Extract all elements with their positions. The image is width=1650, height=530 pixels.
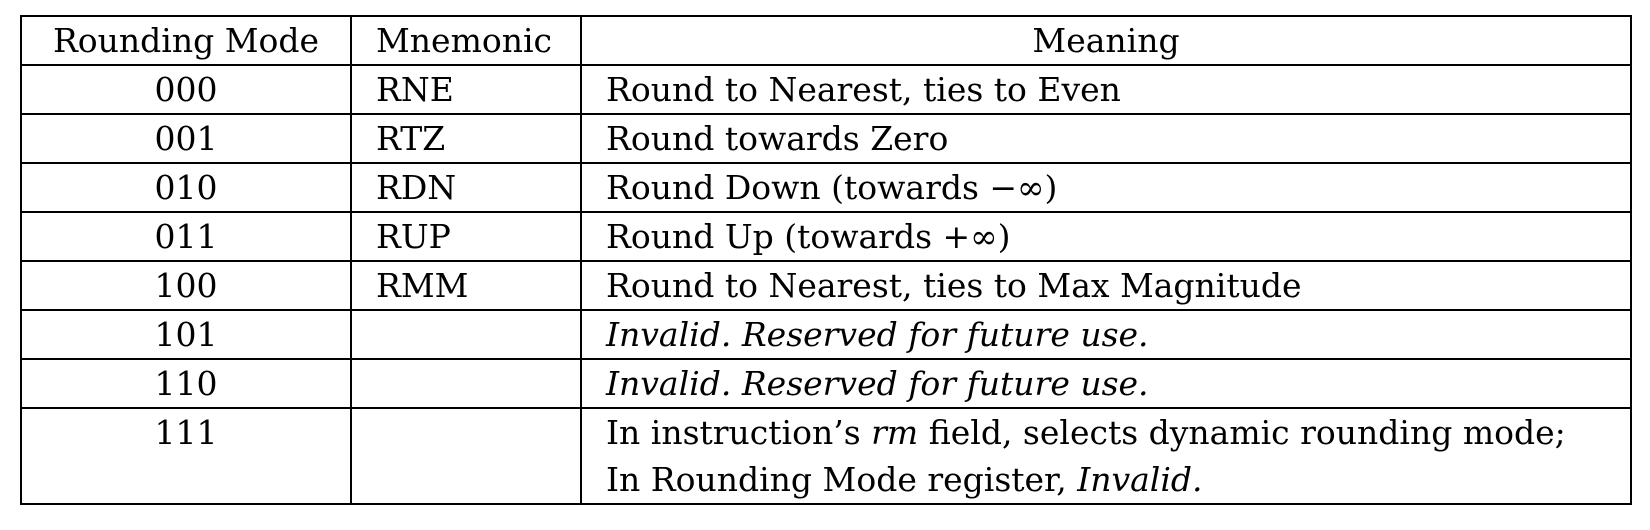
rounding-mode-cell: 110 xyxy=(20,358,352,409)
meaning-cell: Invalid. Reserved for future use. xyxy=(580,309,1632,360)
mnemonic-cell: RMM xyxy=(350,260,582,311)
rounding-mode-cell: 101 xyxy=(20,309,352,360)
mnemonic-cell: RDN xyxy=(350,162,582,213)
rounding-mode-cell: 100 xyxy=(20,260,352,311)
rounding-mode-cell: 000 xyxy=(20,64,352,115)
mnemonic-cell: RTZ xyxy=(350,113,582,164)
meaning-emphasis: Invalid. xyxy=(1077,460,1203,499)
mnemonic-cell: RUP xyxy=(350,211,582,262)
mnemonic-cell: RNE xyxy=(350,64,582,115)
meaning-cell: In instruction’s rm field, selects dynam… xyxy=(580,407,1632,505)
header-meaning: Meaning xyxy=(580,15,1632,66)
rounding-mode-cell: 010 xyxy=(20,162,352,213)
rounding-mode-cell: 111 xyxy=(20,407,352,505)
meaning-cell: Round Down (towards −∞) xyxy=(580,162,1632,213)
meaning-cell: Round to Nearest, ties to Even xyxy=(580,64,1632,115)
table-row: 110 Invalid. Reserved for future use. xyxy=(20,358,1632,409)
table-row: 001 RTZ Round towards Zero xyxy=(20,113,1632,164)
meaning-line: In instruction’s rm field, selects dynam… xyxy=(606,409,1606,456)
table-row: 111 In instruction’s rm field, selects d… xyxy=(20,407,1632,505)
table-row: 000 RNE Round to Nearest, ties to Even xyxy=(20,64,1632,115)
mnemonic-cell xyxy=(350,407,582,505)
mnemonic-cell xyxy=(350,309,582,360)
table-row: 100 RMM Round to Nearest, ties to Max Ma… xyxy=(20,260,1632,311)
meaning-text: In instruction’s xyxy=(606,413,872,452)
meaning-cell: Round Up (towards +∞) xyxy=(580,211,1632,262)
header-mnemonic: Mnemonic xyxy=(350,15,582,66)
meaning-emphasis: rm xyxy=(871,413,919,452)
rounding-mode-cell: 001 xyxy=(20,113,352,164)
mnemonic-cell xyxy=(350,358,582,409)
table-row: 010 RDN Round Down (towards −∞) xyxy=(20,162,1632,213)
header-rounding-mode: Rounding Mode xyxy=(20,15,352,66)
meaning-line: In Rounding Mode register, Invalid. xyxy=(606,456,1606,503)
rounding-mode-cell: 011 xyxy=(20,211,352,262)
table-row: 101 Invalid. Reserved for future use. xyxy=(20,309,1632,360)
meaning-text: In Rounding Mode register, xyxy=(606,460,1078,499)
table-row: 011 RUP Round Up (towards +∞) xyxy=(20,211,1632,262)
table-header-row: Rounding Mode Mnemonic Meaning xyxy=(20,15,1632,66)
meaning-cell: Round towards Zero xyxy=(580,113,1632,164)
meaning-text: field, selects dynamic rounding mode; xyxy=(918,413,1566,452)
rounding-mode-table: Rounding Mode Mnemonic Meaning 000 RNE R… xyxy=(20,15,1632,505)
meaning-cell: Invalid. Reserved for future use. xyxy=(580,358,1632,409)
meaning-cell: Round to Nearest, ties to Max Magnitude xyxy=(580,260,1632,311)
